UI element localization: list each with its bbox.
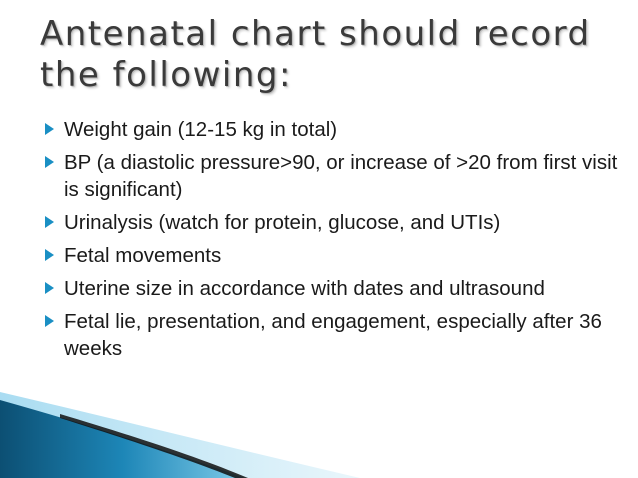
slide-title: Antenatal chart should record the follow… [40, 14, 620, 96]
bullet-text: Uterine size in accordance with dates an… [64, 277, 545, 300]
bullet-item-uterine-size: Uterine size in accordance with dates an… [44, 275, 624, 302]
slide-title-line-1: Antenatal chart should record [40, 14, 591, 54]
slide-title-line-2: the following: [40, 55, 292, 95]
bullet-text: BP (a diastolic pressure>90, or increase… [64, 151, 618, 201]
bullet-item-bp: BP (a diastolic pressure>90, or increase… [44, 149, 624, 203]
bullet-text: Fetal lie, presentation, and engagement,… [64, 310, 602, 360]
bullet-arrow-icon [45, 216, 54, 228]
bullet-item-fetal-lie: Fetal lie, presentation, and engagement,… [44, 308, 624, 362]
bullet-item-fetal-movements: Fetal movements [44, 242, 624, 269]
swoosh-light-band [0, 392, 360, 478]
bullet-arrow-icon [45, 315, 54, 327]
swoosh-dark-line [60, 414, 248, 478]
bullet-arrow-icon [45, 123, 54, 135]
swoosh-blue-band [0, 400, 245, 478]
bullet-arrow-icon [45, 249, 54, 261]
bullet-text: Weight gain (12-15 kg in total) [64, 118, 338, 141]
bullet-item-urinalysis: Urinalysis (watch for protein, glucose, … [44, 209, 624, 236]
bullet-arrow-icon [45, 282, 54, 294]
bullet-list: Weight gain (12-15 kg in total) BP (a di… [44, 116, 624, 368]
bullet-item-weight-gain: Weight gain (12-15 kg in total) [44, 116, 624, 143]
bullet-arrow-icon [45, 156, 54, 168]
bullet-text: Urinalysis (watch for protein, glucose, … [64, 211, 501, 234]
bullet-text: Fetal movements [64, 244, 222, 267]
